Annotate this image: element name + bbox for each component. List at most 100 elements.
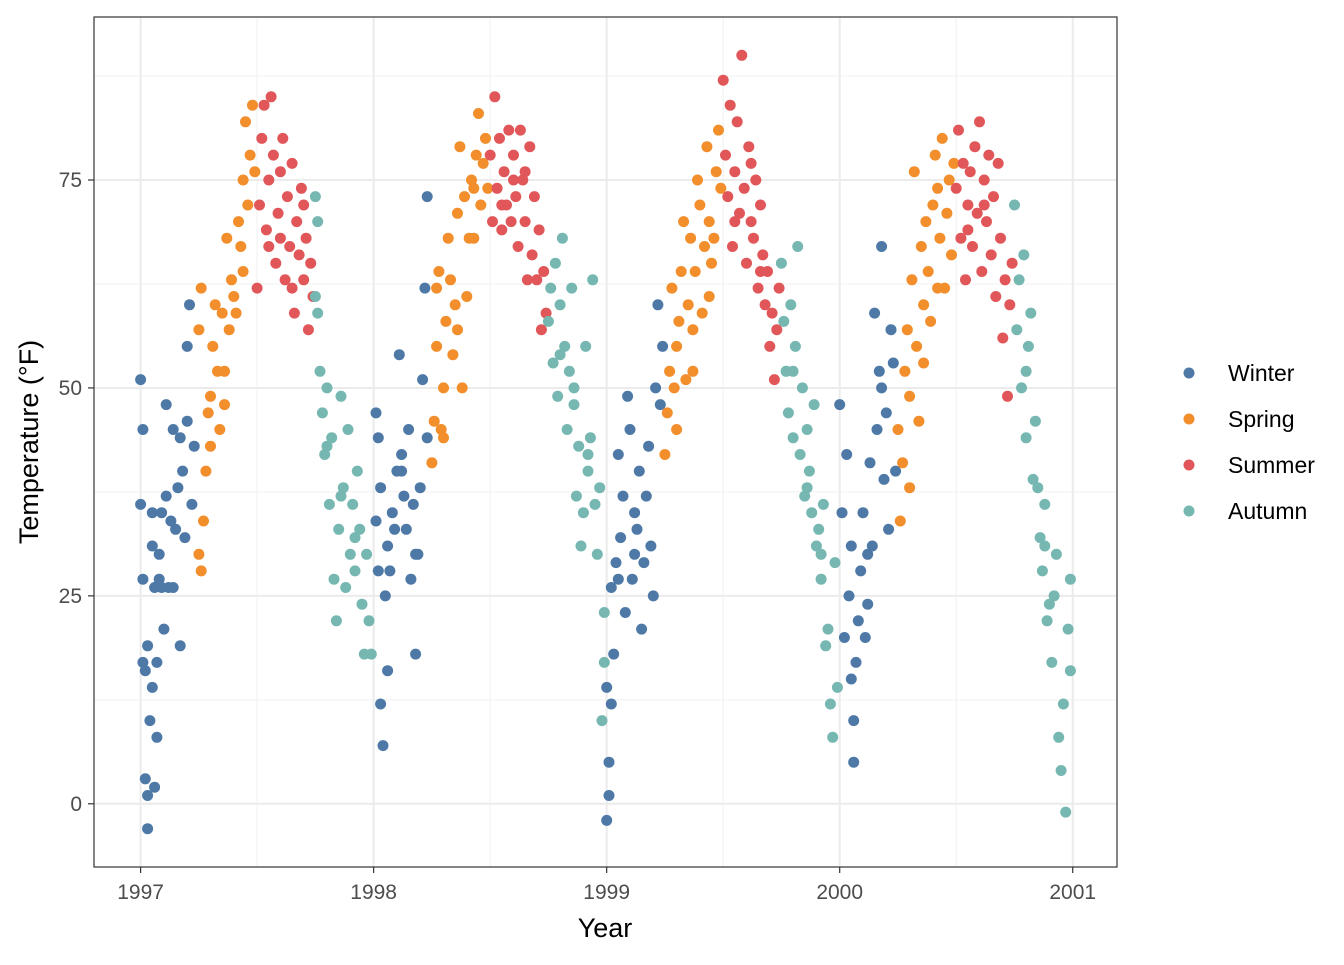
data-point-spring xyxy=(233,216,244,228)
data-point-winter xyxy=(167,582,179,593)
data-point-winter xyxy=(610,557,622,569)
data-point-spring xyxy=(710,166,722,178)
data-point-winter xyxy=(375,482,387,494)
data-point-spring xyxy=(428,415,440,427)
data-point-summer xyxy=(962,224,974,236)
data-point-winter xyxy=(855,565,867,577)
data-point-spring xyxy=(661,407,673,419)
data-point-autumn xyxy=(584,432,596,444)
data-point-summer xyxy=(277,132,289,144)
data-point-autumn xyxy=(827,731,839,743)
data-point-summer xyxy=(524,141,536,153)
data-point-autumn xyxy=(1018,249,1030,261)
data-point-winter xyxy=(603,756,615,768)
data-point-autumn xyxy=(545,282,557,294)
data-point-winter xyxy=(880,407,892,419)
data-point-winter xyxy=(137,656,149,668)
data-point-spring xyxy=(438,432,449,444)
data-point-summer xyxy=(295,182,307,194)
data-point-spring xyxy=(699,241,710,252)
data-point-autumn xyxy=(349,532,361,544)
data-point-autumn xyxy=(829,557,841,569)
data-point-summer xyxy=(279,274,291,286)
data-point-autumn xyxy=(309,291,321,302)
data-point-winter xyxy=(410,548,422,560)
data-point-spring xyxy=(468,182,480,194)
data-point-winter xyxy=(137,424,149,435)
data-point-spring xyxy=(906,274,918,286)
data-point-winter xyxy=(372,432,384,444)
data-point-summer xyxy=(974,116,985,128)
data-point-autumn xyxy=(549,257,561,269)
data-point-autumn xyxy=(340,582,352,593)
legend: Winter Spring Summer Autumn xyxy=(1183,360,1315,524)
data-point-autumn xyxy=(778,315,790,327)
data-point-winter xyxy=(603,790,615,801)
data-point-summer xyxy=(734,207,745,219)
data-point-autumn xyxy=(1013,274,1025,286)
data-point-autumn xyxy=(815,548,827,560)
data-point-winter xyxy=(652,299,664,311)
data-point-summer xyxy=(766,307,778,319)
data-point-winter xyxy=(174,432,186,444)
data-point-winter xyxy=(622,390,634,402)
data-point-autumn xyxy=(589,498,601,510)
series-autumn xyxy=(309,191,1076,818)
data-point-winter xyxy=(843,590,855,602)
data-point-autumn xyxy=(312,307,324,319)
data-point-spring xyxy=(466,174,477,186)
data-point-summer xyxy=(521,274,533,286)
data-point-summer xyxy=(768,374,780,386)
data-point-spring xyxy=(936,132,948,144)
data-point-winter xyxy=(142,823,154,835)
data-point-winter xyxy=(617,490,629,502)
data-point-summer xyxy=(498,166,510,178)
data-point-winter xyxy=(137,573,149,585)
data-point-spring xyxy=(904,482,916,494)
data-point-summer xyxy=(503,124,515,136)
legend-label-summer: Summer xyxy=(1228,452,1315,478)
data-point-summer xyxy=(298,199,310,211)
data-point-winter xyxy=(181,415,193,427)
data-point-autumn xyxy=(363,615,375,627)
data-point-autumn xyxy=(1053,731,1065,743)
data-point-winter xyxy=(852,615,864,627)
data-point-summer xyxy=(528,191,540,203)
data-point-spring xyxy=(918,357,930,369)
data-point-summer xyxy=(263,241,275,252)
data-point-spring xyxy=(207,340,219,352)
data-point-winter xyxy=(139,773,151,785)
data-point-autumn xyxy=(775,257,787,269)
data-point-spring xyxy=(687,365,699,377)
data-point-summer xyxy=(731,116,743,128)
data-point-summer xyxy=(508,174,519,186)
data-point-winter xyxy=(177,465,189,477)
data-point-spring xyxy=(708,232,720,244)
x-tick-label: 1998 xyxy=(350,881,397,904)
data-point-spring xyxy=(904,390,916,402)
data-point-winter xyxy=(379,590,391,602)
data-point-summer xyxy=(305,257,317,269)
data-point-autumn xyxy=(349,565,361,577)
data-point-spring xyxy=(897,457,909,469)
data-point-autumn xyxy=(1050,548,1062,560)
data-point-spring xyxy=(205,390,216,402)
data-point-summer xyxy=(759,299,771,311)
data-point-spring xyxy=(922,266,934,277)
data-point-autumn xyxy=(316,407,328,419)
data-point-winter xyxy=(370,407,382,419)
data-point-summer xyxy=(755,199,766,211)
data-point-winter xyxy=(139,665,151,677)
data-point-autumn xyxy=(568,382,580,394)
data-point-spring xyxy=(901,324,913,336)
data-point-winter xyxy=(834,399,846,411)
legend-label-spring: Spring xyxy=(1228,406,1294,432)
data-point-summer xyxy=(988,191,999,203)
data-point-summer xyxy=(270,257,282,269)
data-point-autumn xyxy=(598,607,610,618)
data-point-summer xyxy=(717,74,729,86)
data-point-summer xyxy=(957,157,969,169)
data-point-autumn xyxy=(803,465,815,477)
data-point-winter xyxy=(149,781,161,793)
data-point-winter xyxy=(871,424,883,435)
